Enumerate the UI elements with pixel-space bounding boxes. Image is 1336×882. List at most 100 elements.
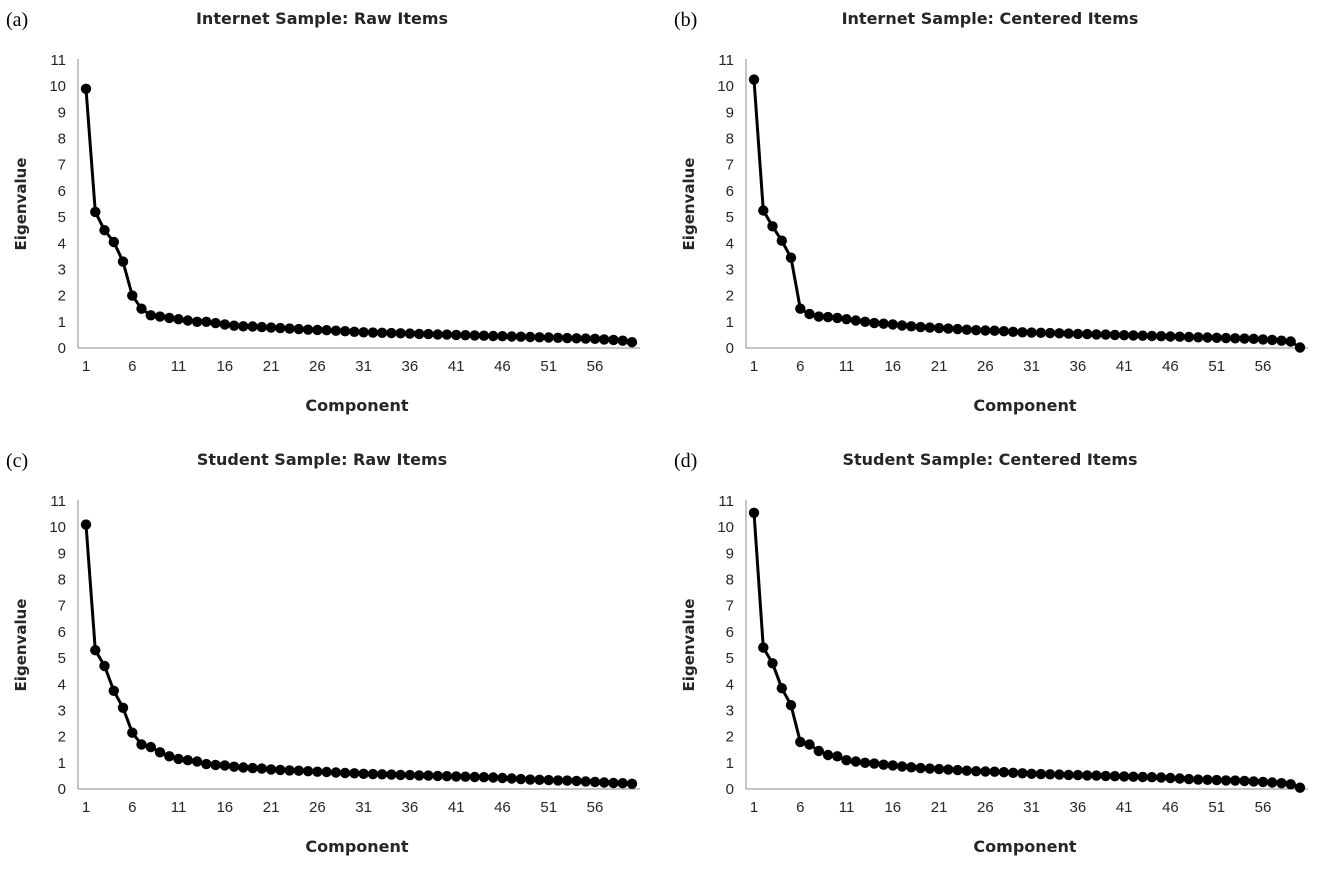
x-tick-label: 1 bbox=[82, 358, 90, 375]
data-point bbox=[302, 324, 314, 335]
data-point bbox=[321, 766, 332, 778]
x-tick-label: 11 bbox=[839, 799, 855, 816]
x-tick-label: 51 bbox=[1208, 358, 1225, 375]
x-tick-label: 36 bbox=[402, 799, 419, 816]
data-point bbox=[191, 316, 203, 327]
y-tick-label: 7 bbox=[58, 157, 66, 174]
data-point bbox=[339, 326, 351, 337]
data-point bbox=[850, 315, 861, 326]
data-point bbox=[878, 318, 889, 329]
data-point bbox=[869, 317, 880, 329]
data-point bbox=[887, 760, 898, 771]
data-point bbox=[1128, 330, 1139, 341]
data-point bbox=[90, 645, 101, 656]
data-point bbox=[952, 764, 963, 776]
data-point bbox=[1183, 331, 1195, 343]
data-point bbox=[275, 764, 286, 776]
data-point bbox=[776, 683, 787, 694]
x-tick-label: 26 bbox=[977, 799, 994, 816]
data-point bbox=[970, 325, 982, 336]
data-point bbox=[961, 324, 972, 335]
data-point bbox=[284, 323, 295, 334]
x-tick-label: 21 bbox=[931, 358, 948, 375]
data-point bbox=[998, 326, 1010, 337]
y-tick-label: 5 bbox=[58, 650, 66, 667]
data-point bbox=[943, 764, 954, 775]
data-point bbox=[1220, 775, 1232, 786]
data-point bbox=[785, 700, 797, 711]
data-point bbox=[841, 314, 852, 325]
data-point bbox=[1082, 770, 1093, 781]
data-point bbox=[896, 761, 908, 772]
chart-svg: Internet Sample: Raw Items(a)01234567891… bbox=[6, 9, 640, 415]
chart-title: Student Sample: Centered Items bbox=[842, 450, 1137, 469]
data-point bbox=[376, 769, 388, 780]
data-point bbox=[1276, 778, 1287, 789]
y-tick-label: 7 bbox=[726, 157, 734, 174]
data-point bbox=[293, 323, 304, 335]
data-point bbox=[515, 773, 527, 785]
x-tick-label: 46 bbox=[1162, 358, 1179, 375]
data-point bbox=[1193, 332, 1204, 343]
data-point bbox=[617, 335, 628, 346]
y-tick-label: 2 bbox=[726, 729, 734, 746]
x-tick-label: 46 bbox=[1162, 799, 1179, 816]
data-point bbox=[219, 760, 230, 771]
y-tick-label: 7 bbox=[58, 598, 66, 615]
data-point bbox=[906, 762, 917, 773]
data-point bbox=[850, 756, 861, 767]
data-point bbox=[1100, 329, 1111, 340]
data-point bbox=[1044, 327, 1056, 339]
data-point bbox=[349, 768, 360, 779]
data-point bbox=[1294, 342, 1306, 353]
y-tick-label: 1 bbox=[726, 314, 734, 331]
x-tick-label: 26 bbox=[977, 358, 994, 375]
data-point bbox=[933, 322, 945, 334]
data-point bbox=[1239, 333, 1250, 344]
data-point bbox=[571, 775, 582, 787]
x-tick-label: 56 bbox=[587, 358, 604, 375]
y-tick-label: 7 bbox=[726, 598, 734, 615]
data-point bbox=[1109, 329, 1121, 341]
data-point bbox=[562, 775, 573, 786]
y-tick-label: 8 bbox=[58, 572, 66, 589]
data-point bbox=[970, 766, 982, 777]
data-point bbox=[998, 767, 1010, 778]
data-point bbox=[506, 773, 517, 784]
data-point bbox=[1211, 774, 1222, 786]
data-point bbox=[451, 329, 462, 341]
y-tick-label: 9 bbox=[726, 545, 734, 562]
data-point bbox=[1174, 331, 1185, 342]
data-point bbox=[238, 321, 249, 332]
data-point bbox=[924, 322, 935, 333]
data-point bbox=[136, 303, 147, 314]
data-point bbox=[339, 767, 351, 779]
data-point bbox=[1165, 331, 1176, 342]
y-tick-label: 0 bbox=[726, 781, 734, 798]
data-point bbox=[822, 749, 834, 761]
y-axis-label: Eigenvalue bbox=[680, 158, 698, 251]
data-point bbox=[887, 319, 898, 330]
data-point bbox=[432, 770, 443, 782]
data-point bbox=[1239, 775, 1250, 787]
data-point bbox=[349, 326, 360, 337]
x-tick-label: 6 bbox=[128, 799, 136, 816]
y-tick-label: 3 bbox=[58, 702, 66, 719]
data-point bbox=[980, 766, 991, 777]
data-point bbox=[145, 741, 156, 753]
data-point bbox=[488, 772, 499, 783]
data-point bbox=[1054, 769, 1065, 780]
data-point bbox=[804, 739, 815, 750]
data-point bbox=[1100, 770, 1111, 782]
data-point bbox=[841, 755, 852, 766]
data-point bbox=[878, 759, 889, 770]
data-point bbox=[108, 236, 120, 248]
data-point bbox=[506, 331, 517, 342]
x-tick-label: 36 bbox=[1070, 799, 1087, 816]
data-point bbox=[1165, 772, 1176, 784]
y-tick-label: 8 bbox=[726, 572, 734, 589]
data-point bbox=[432, 329, 443, 340]
y-tick-label: 0 bbox=[58, 781, 66, 798]
data-point bbox=[832, 312, 843, 324]
data-point bbox=[1156, 331, 1167, 342]
